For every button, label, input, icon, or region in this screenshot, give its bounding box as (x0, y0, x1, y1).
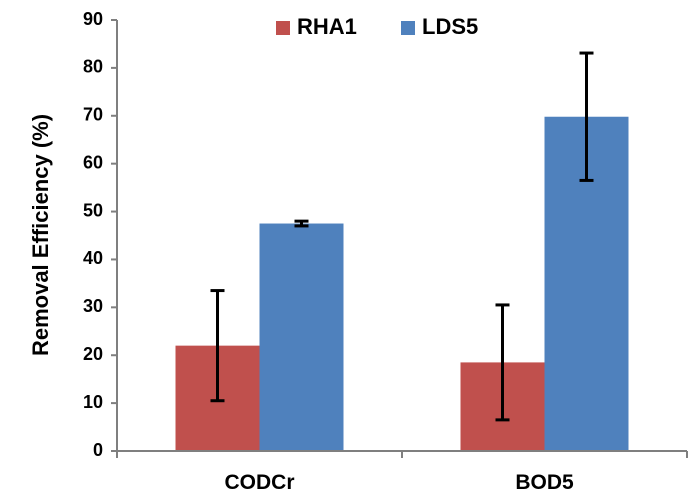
y-tick-label: 50 (83, 200, 103, 220)
legend-label: RHA1 (297, 14, 357, 39)
bar-lds5-codcr (259, 223, 344, 451)
legend-swatch (276, 21, 290, 35)
y-tick-label: 90 (83, 9, 103, 29)
x-category-label: CODCr (224, 471, 294, 494)
legend-label: LDS5 (422, 14, 478, 39)
y-tick-label: 70 (83, 105, 103, 125)
y-tick-label: 10 (83, 392, 103, 412)
legend-item-lds5: LDS5 (401, 14, 478, 39)
y-tick-label: 40 (83, 248, 103, 268)
error-bar (210, 289, 225, 403)
error-bars-layer (210, 51, 594, 422)
y-tick-label: 0 (93, 440, 103, 460)
y-ticks-layer: 0 10 20 30 40 50 60 70 80 90 (83, 9, 117, 460)
y-axis-title: Removal Efficiency (%) (28, 114, 53, 356)
legend: RHA1 LDS5 (276, 14, 478, 39)
x-category-label: BOD5 (515, 471, 574, 494)
y-tick-label: 20 (83, 344, 103, 364)
legend-item-rha1: RHA1 (276, 14, 357, 39)
error-bar (294, 219, 309, 228)
y-tick-label: 30 (83, 296, 103, 316)
error-bar (579, 51, 594, 182)
x-ticks-layer: CODCr BOD5 (116, 451, 688, 494)
y-tick-label: 60 (83, 152, 103, 172)
legend-swatch (401, 21, 415, 35)
bars-layer (175, 116, 629, 451)
y-tick-label: 80 (83, 57, 103, 77)
error-bar (495, 303, 510, 422)
